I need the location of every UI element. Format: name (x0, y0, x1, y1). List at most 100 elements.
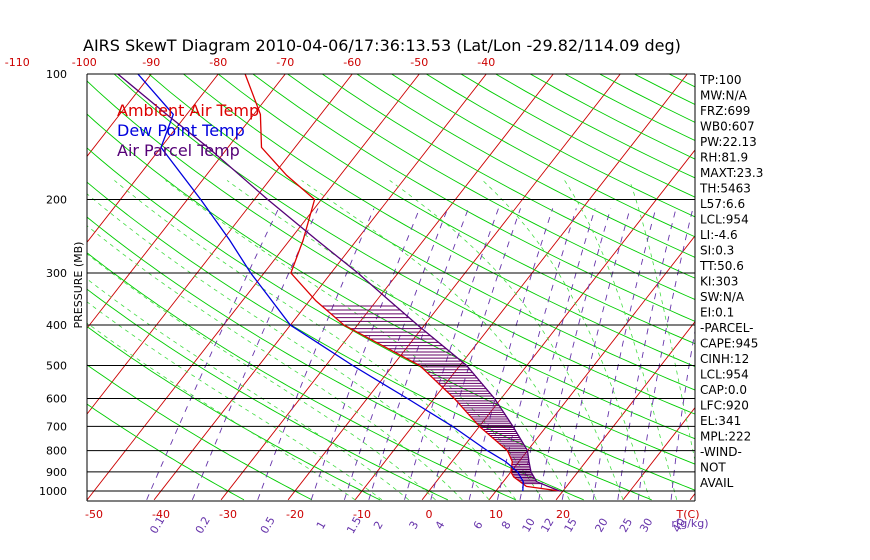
dry-adiabat-line (529, 74, 695, 160)
index-label: LI:-4.6 (700, 228, 738, 242)
mixing-ratio-label: 0.2 (193, 514, 213, 536)
mixing-ratio-label: 4 (433, 519, 448, 532)
background-grid (87, 55, 870, 501)
dry-adiabat-line (834, 55, 870, 500)
mixing-ratio-line (343, 208, 449, 500)
dry-adiabat-line (87, 80, 695, 440)
index-label: L57:6.6 (700, 197, 745, 211)
mixing-ratio-line (310, 208, 421, 500)
dry-adiabat-line (87, 364, 313, 501)
pressure-tick-label: 1000 (39, 485, 67, 498)
pressure-tick-label: 200 (46, 194, 67, 207)
moist-adiabat-line (564, 180, 678, 500)
mixing-ratio-label: 12 (538, 516, 556, 535)
temp-tick-bottom: -10 (353, 508, 371, 521)
dry-adiabat-line (666, 55, 870, 500)
index-label: CAP:0.0 (700, 383, 747, 397)
dry-adiabat-line (87, 288, 448, 501)
temp-tick-top: -60 (343, 56, 361, 69)
dry-adiabat-line (425, 74, 695, 218)
dry-adiabat-line (800, 55, 870, 500)
isotherm-line (287, 74, 621, 501)
index-label: SW:N/A (700, 290, 745, 304)
pressure-tick-label: 800 (46, 445, 67, 458)
pressure-tick-label: 400 (46, 319, 67, 332)
mixing-ratio-label: 25 (617, 516, 635, 535)
temp-tick-top: -90 (142, 56, 160, 69)
dry-adiabat-line (767, 55, 870, 500)
index-label: SI:0.3 (700, 244, 734, 258)
moist-adiabat-line (114, 180, 517, 501)
index-label: RH:81.9 (700, 151, 748, 165)
mixing-ratio-line (617, 208, 677, 500)
index-label: FRZ:699 (700, 104, 750, 118)
mixing-ratio-line (430, 208, 521, 500)
profile-lines (117, 74, 560, 492)
moist-adiabat-line (87, 193, 490, 501)
index-label: MPL:222 (700, 430, 751, 444)
mixing-ratio-line (368, 208, 469, 500)
dry-adiabat-line (217, 74, 695, 345)
index-label: KI:303 (700, 275, 738, 289)
index-label: TT:50.6 (699, 259, 744, 273)
dry-adiabat-line (182, 74, 695, 368)
isotherm-line (555, 321, 695, 501)
index-label: EI:0.1 (700, 306, 734, 320)
chart-title: AIRS SkewT Diagram 2010-04-06/17:36:13.5… (83, 36, 681, 55)
temp-tick-top: -40 (477, 56, 495, 69)
temp-tick-bottom: 20 (556, 508, 570, 521)
index-label: MAXT:23.3 (700, 166, 763, 180)
isotherm-line (622, 406, 695, 501)
mixing-ratio-line (592, 208, 657, 500)
moist-adiabat-line (87, 301, 383, 501)
temp-tick-top: -110 (5, 56, 30, 69)
cape-hatch (321, 305, 542, 485)
temp-tick-bottom: -30 (219, 508, 237, 521)
temp-tick-bottom: 0 (426, 508, 433, 521)
axes: 1002003004005006007008009001000PRESSURE … (5, 56, 709, 536)
legend-item: Dew Point Temp (117, 121, 245, 140)
index-label: TP:100 (699, 73, 742, 87)
mixing-ratio-label: 30 (637, 516, 655, 535)
dry-adiabat-line (286, 74, 695, 301)
temp-tick-top: -70 (276, 56, 294, 69)
moist-adiabat-line (87, 253, 436, 501)
moist-adiabat-line (629, 180, 695, 463)
index-label: -PARCEL- (700, 321, 754, 335)
mixing-ratio-label: 2 (371, 519, 386, 532)
mixing-ratio-label: 40 (670, 516, 688, 535)
pressure-tick-label: 900 (46, 466, 67, 479)
x-axis-label: T(C) (676, 508, 700, 521)
isotherm-line (87, 74, 420, 501)
mixing-ratio-line (257, 208, 375, 500)
mixing-ratio-label: 0.5 (258, 514, 278, 536)
temp-tick-top: -80 (209, 56, 227, 69)
legend-item: Air Parcel Temp (117, 141, 240, 160)
dry-adiabat-line (390, 74, 695, 238)
dry-adiabat-line (321, 74, 695, 279)
isotherm-line (87, 74, 219, 244)
dry-adiabat-line (87, 181, 652, 501)
mixing-ratio-label: 20 (592, 516, 610, 535)
dry-adiabat-line (87, 113, 695, 465)
index-label: LCL:954 (700, 368, 749, 382)
dry-adiabat-line (87, 403, 245, 501)
isotherm-line (488, 235, 695, 501)
index-label: CINH:12 (700, 352, 749, 366)
temp-tick-top: -50 (410, 56, 428, 69)
mixing-ratio-line (538, 208, 612, 500)
series-line (244, 74, 560, 492)
dry-adiabat-line (252, 74, 695, 322)
y-axis-label: PRESSURE (MB) (72, 242, 85, 329)
dry-adiabat-line (494, 74, 695, 179)
temp-tick-bottom: -20 (286, 508, 304, 521)
isotherm-line (87, 74, 353, 415)
pressure-tick-label: 500 (46, 359, 67, 372)
mixing-ratio-line (561, 208, 631, 500)
isotherm-line (220, 74, 554, 501)
mixing-ratio-label: 6 (471, 519, 486, 532)
dry-adiabat-line (356, 74, 695, 258)
